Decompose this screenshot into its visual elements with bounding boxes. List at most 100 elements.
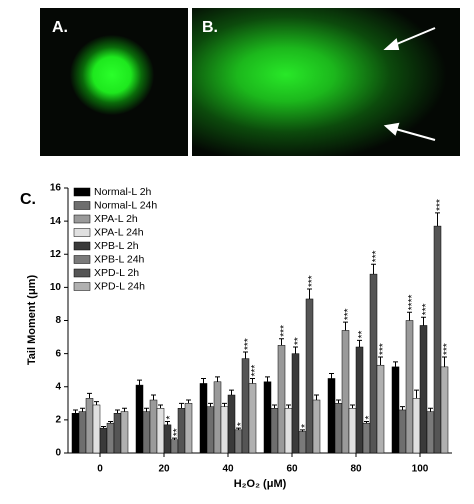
error-bar — [158, 404, 163, 409]
bar — [348, 408, 357, 454]
error-bar — [250, 377, 255, 384]
error-bar — [236, 427, 241, 430]
significance: *** — [442, 343, 453, 355]
legend-label: Normal-L 2h — [94, 186, 152, 198]
bar — [405, 320, 414, 454]
significance: *** — [307, 275, 318, 287]
significance: *** — [243, 338, 254, 350]
error-bar — [414, 389, 419, 399]
error-bar — [300, 429, 305, 432]
bar — [433, 225, 442, 454]
bar — [92, 404, 101, 454]
x-axis-label: H₂O₂ (μM) — [234, 478, 287, 490]
error-bar — [215, 376, 220, 382]
error-bar — [378, 356, 383, 366]
error-bar — [393, 361, 398, 367]
error-bar — [94, 401, 99, 405]
legend-label: XPB-L 24h — [94, 253, 145, 265]
error-bar — [101, 426, 106, 429]
error-bar — [108, 421, 113, 424]
error-bar — [279, 338, 284, 346]
bar — [163, 424, 172, 454]
y-tick-label: 14 — [50, 216, 62, 227]
bar — [341, 330, 350, 454]
bar — [355, 346, 364, 454]
significance: *** — [279, 325, 290, 337]
significance: *** — [371, 250, 382, 262]
error-bar — [137, 379, 142, 386]
bar — [106, 422, 115, 454]
error-bar — [201, 377, 206, 384]
legend-swatch — [73, 282, 91, 291]
error-bar — [307, 288, 312, 299]
bar — [177, 408, 186, 454]
legend-label: Normal-L 24h — [94, 199, 157, 211]
error-bar — [122, 407, 127, 412]
y-tick-label: 10 — [50, 282, 62, 293]
bar — [440, 366, 449, 454]
error-bar — [428, 407, 433, 412]
legend-label: XPD-L 24h — [94, 280, 145, 292]
legend-swatch — [73, 241, 91, 251]
y-tick-label: 4 — [55, 381, 61, 392]
legend-swatch — [73, 255, 91, 264]
significance: * — [364, 416, 375, 420]
y-axis-label: Tail Moment (μm) — [26, 275, 38, 366]
bar — [120, 411, 129, 454]
legend-label: XPB-L 2h — [94, 240, 139, 252]
y-tick-label: 0 — [55, 448, 61, 459]
bar — [142, 411, 151, 454]
significance: *** — [435, 199, 446, 211]
bar — [149, 399, 158, 454]
error-bar — [265, 376, 270, 382]
bar — [99, 427, 108, 454]
error-bar — [73, 409, 78, 414]
panel-label: C. — [20, 191, 36, 208]
bar — [426, 411, 435, 454]
error-bar — [293, 346, 298, 354]
bar — [298, 431, 307, 454]
bar — [78, 411, 87, 454]
error-bar — [314, 394, 319, 400]
bar — [241, 358, 250, 454]
error-bar — [229, 389, 234, 396]
error-bar — [115, 409, 120, 414]
bar — [220, 406, 229, 454]
bar — [71, 413, 80, 454]
legend-swatch — [73, 201, 91, 210]
x-tick-label: 20 — [158, 464, 170, 475]
error-bar — [371, 263, 376, 275]
bar — [327, 378, 336, 454]
error-bar — [179, 402, 184, 409]
bar — [391, 366, 400, 454]
bar — [334, 403, 343, 454]
bar — [227, 394, 236, 454]
y-tick-label: 12 — [50, 249, 62, 260]
significance: ** — [293, 337, 304, 345]
bar — [376, 364, 385, 454]
error-bar — [80, 407, 85, 412]
error-bar — [222, 402, 227, 407]
error-bar — [421, 316, 426, 326]
significance: *** — [250, 365, 261, 377]
bar — [113, 413, 122, 454]
error-bar — [172, 437, 177, 440]
legend-swatch — [73, 187, 91, 197]
image-b — [192, 8, 460, 156]
bar — [362, 422, 371, 454]
error-bar — [87, 392, 92, 399]
bar — [206, 406, 215, 454]
error-bar — [144, 407, 149, 412]
significance: **** — [407, 295, 418, 311]
bar — [170, 439, 179, 454]
error-bar — [286, 404, 291, 409]
bar — [156, 408, 165, 454]
bar — [199, 383, 208, 454]
legend-label: XPA-L 24h — [94, 226, 144, 238]
error-bar — [400, 406, 405, 410]
error-bar — [343, 321, 348, 331]
x-tick-label: 40 — [222, 464, 234, 475]
y-tick-label: 2 — [55, 415, 61, 426]
bar — [419, 325, 428, 454]
